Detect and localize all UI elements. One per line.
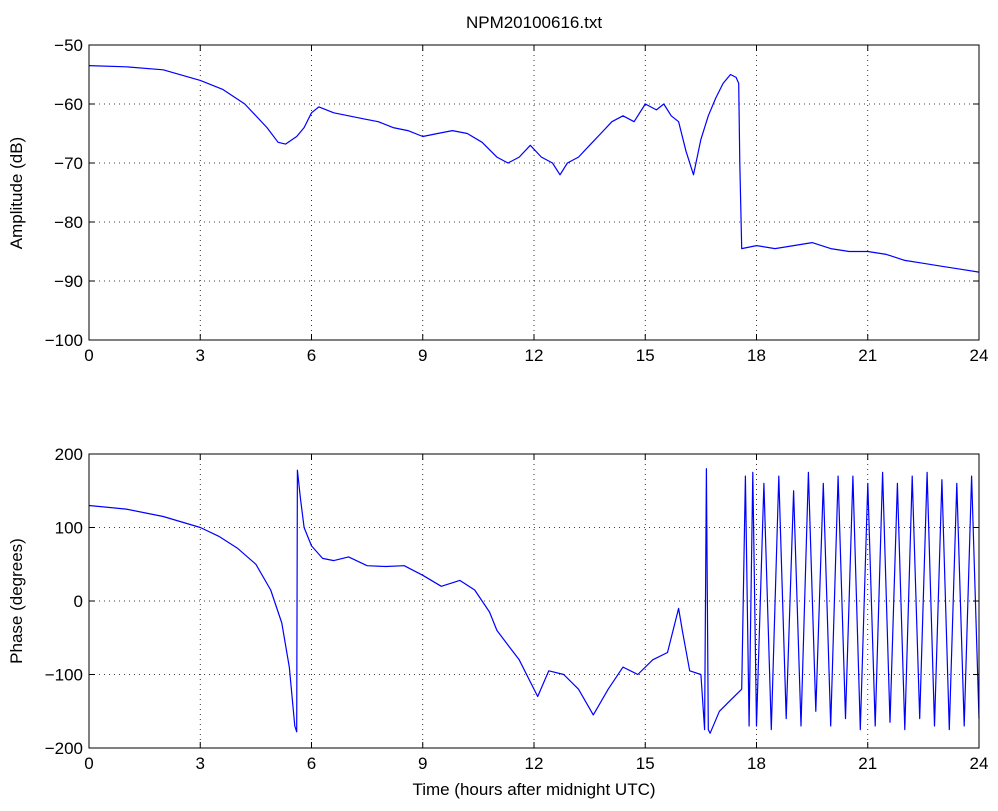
plots-layer: 0 3 6 9 12 15 18 21 24 −100 −90 −80 −70 −60 −50 0 3 6 9 12 1… <box>45 36 989 773</box>
phase-x-tick-label: 24 <box>970 754 989 773</box>
amplitude-axes: 0 3 6 9 12 15 18 21 24 −100 −90 −80 −70 −60 −50 <box>45 36 989 365</box>
amplitude-y-tick-label: −50 <box>54 36 83 55</box>
phase-x-tick-label: 21 <box>858 754 877 773</box>
phase-y-tick-label: −200 <box>45 739 83 758</box>
phase-axes: 0 3 6 9 12 15 18 21 24 −200 −100 0 100 200 <box>45 445 989 773</box>
amplitude-x-tick-label: 24 <box>970 346 989 365</box>
phase-x-tick-label: 3 <box>196 754 205 773</box>
amplitude-y-tick-label: −100 <box>45 331 83 350</box>
amplitude-x-tick-label: 18 <box>747 346 766 365</box>
amplitude-y-tick-label: −60 <box>54 95 83 114</box>
amplitude-y-tick-label: −70 <box>54 154 83 173</box>
phase-x-tick-label: 12 <box>525 754 544 773</box>
amplitude-x-tick-label: 21 <box>858 346 877 365</box>
phase-y-tick-label: 0 <box>74 592 83 611</box>
amplitude-x-tick-label: 0 <box>84 346 93 365</box>
amplitude-x-tick-label: 3 <box>196 346 205 365</box>
amplitude-series-line <box>88 65 980 273</box>
phase-x-tick-label: 0 <box>84 754 93 773</box>
amplitude-x-tick-label: 12 <box>525 346 544 365</box>
phase-x-tick-label: 9 <box>418 754 427 773</box>
amplitude-y-tick-label: −90 <box>54 272 83 291</box>
phase-x-axis-label: Time (hours after midnight UTC) <box>412 780 655 799</box>
phase-x-tick-label: 18 <box>747 754 766 773</box>
phase-x-tick-label: 15 <box>636 754 655 773</box>
amplitude-y-tick-label: −80 <box>54 213 83 232</box>
phase-x-tick-label: 6 <box>307 754 316 773</box>
amplitude-x-tick-label: 6 <box>307 346 316 365</box>
figure-title: NPM20100616.txt <box>466 13 602 32</box>
phase-y-tick-label: −100 <box>45 666 83 685</box>
amplitude-x-tick-label: 15 <box>636 346 655 365</box>
phase-y-tick-label: 100 <box>55 519 83 538</box>
amplitude-y-axis-label: Amplitude (dB) <box>7 137 26 249</box>
phase-y-axis-label: Phase (degrees) <box>7 538 26 664</box>
amplitude-x-tick-label: 9 <box>418 346 427 365</box>
phase-y-tick-label: 200 <box>55 445 83 464</box>
phase-series-line <box>88 468 980 734</box>
